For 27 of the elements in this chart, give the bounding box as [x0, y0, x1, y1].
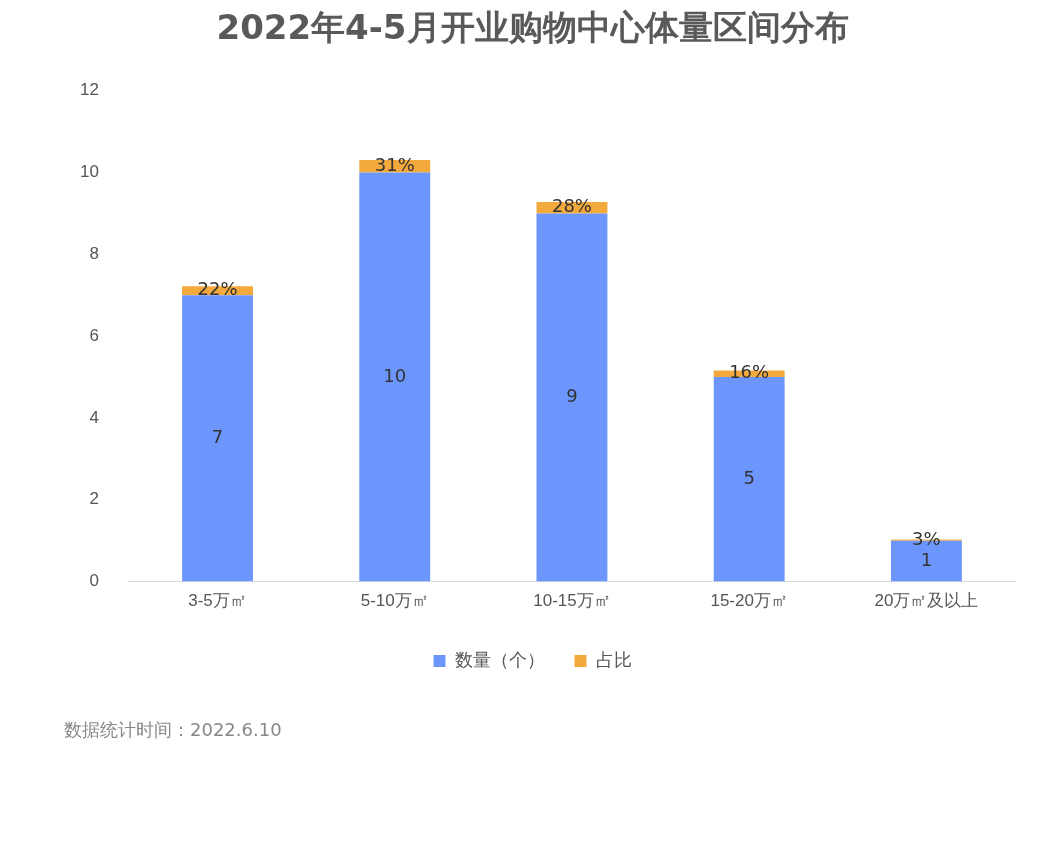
data-label: 9 [566, 385, 578, 407]
y-tick-label: 8 [89, 244, 99, 264]
bar [182, 295, 253, 582]
y-tick-label: 10 [79, 162, 99, 182]
data-label: 10 [383, 364, 407, 386]
y-tick-label: 0 [89, 571, 99, 591]
data-label: 1 [920, 548, 933, 570]
y-tick-label: 2 [89, 489, 99, 509]
bar [359, 172, 431, 582]
chart-title: 2022年4-5月开业购物中心体量区间分布 [216, 7, 849, 48]
text: 数据统计时间：2022.6.10 [64, 718, 282, 742]
y-tick-label: 6 [89, 325, 99, 345]
legend-label: 占比 [595, 649, 632, 670]
data-label: 28% [551, 195, 592, 217]
data-label: 31% [374, 153, 415, 175]
legend-label: 数量（个） [454, 649, 545, 670]
x-tick-label: 10-15万㎡ [533, 591, 611, 611]
data-label: 7 [211, 426, 224, 448]
x-tick-label: 20万㎡及以上 [874, 591, 979, 611]
x-tick-label: 15-20万㎡ [710, 591, 788, 611]
x-tick-label: 5-10万㎡ [360, 591, 429, 611]
data-label: 5 [743, 467, 755, 489]
x-tick-label: 3-5万㎡ [188, 591, 247, 611]
bar [713, 377, 785, 582]
y-tick-label: 4 [89, 407, 99, 427]
bar [536, 213, 608, 582]
y-tick-label: 12 [79, 80, 99, 100]
